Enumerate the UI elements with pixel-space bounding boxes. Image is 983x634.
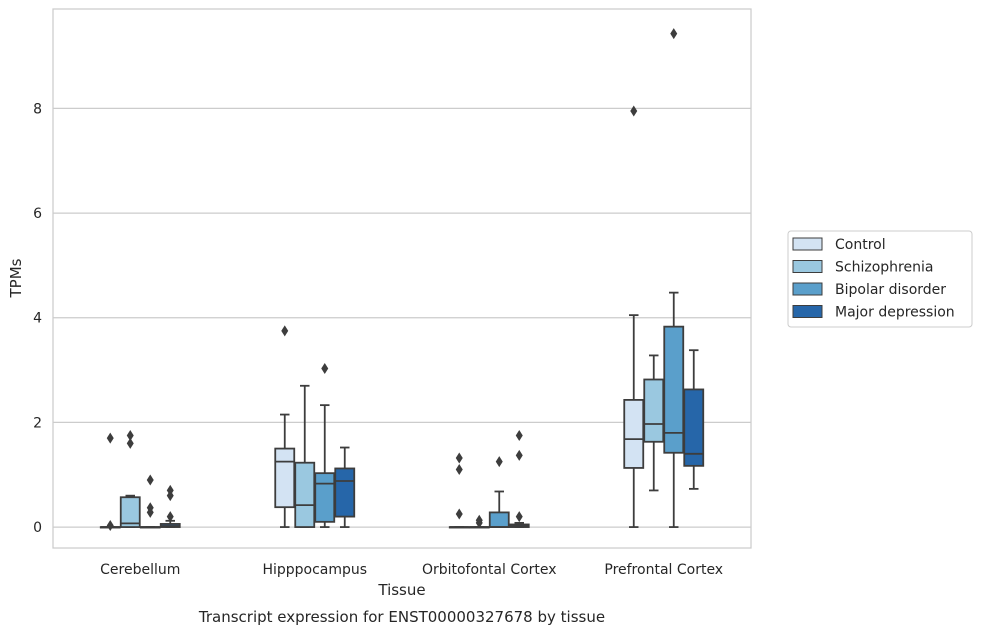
outlier-point <box>475 517 483 529</box>
x-tick-label: Prefrontal Cortex <box>604 562 723 578</box>
outlier-point <box>146 474 154 486</box>
y-tick-label: 4 <box>33 311 42 327</box>
box-group <box>139 474 161 529</box>
plot-frame <box>52 8 752 549</box>
box-group <box>448 452 470 529</box>
y-tick-label: 0 <box>33 520 42 536</box>
box <box>119 496 141 528</box>
legend-swatch <box>792 237 823 251</box>
y-axis-label: TPMs <box>7 258 25 298</box>
grid-lines <box>53 107 751 528</box>
x-axis-label: Tissue <box>377 581 425 599</box>
outlier-point <box>146 506 154 518</box>
y-tick-labels: 0 2 4 6 8 <box>33 101 42 536</box>
box-group <box>663 28 685 528</box>
box <box>683 388 705 467</box>
box <box>488 511 510 528</box>
outlier-point <box>515 511 523 523</box>
box-plot-area <box>99 28 705 531</box>
legend-label: Control <box>835 237 886 253</box>
y-tick-label: 8 <box>33 101 42 117</box>
legend-items: Control Schizophrenia Bipolar disorder Majo… <box>792 237 955 321</box>
box-group <box>334 446 356 528</box>
outlier-point <box>166 490 174 502</box>
outlier-point <box>106 519 114 531</box>
legend-label: Schizophrenia <box>835 260 933 276</box>
outlier-point <box>106 432 114 444</box>
outlier-point <box>495 456 503 468</box>
x-tick-label: Cerebellum <box>100 562 180 578</box>
x-tick-label: Orbitofontal Cortex <box>422 562 557 578</box>
x-tick-label: Hipppocampus <box>262 562 367 578</box>
outlier-point <box>166 511 174 523</box>
box <box>623 399 645 469</box>
chart-title: Transcript expression for ENST0000032767… <box>198 608 605 626</box>
x-tick-labels: Cerebellum Hipppocampus Orbitofontal Corte… <box>100 562 723 578</box>
box <box>314 472 336 523</box>
outlier-point <box>126 429 134 441</box>
box <box>274 447 296 509</box>
box-group <box>623 105 645 528</box>
outlier-point <box>321 363 329 375</box>
legend-swatch <box>792 282 823 296</box>
outlier-point <box>455 452 463 464</box>
legend-swatch <box>792 260 823 273</box>
outlier-point <box>670 28 678 40</box>
outlier-point <box>515 449 523 461</box>
outlier-point <box>455 464 463 476</box>
legend-label: Bipolar disorder <box>835 282 946 298</box>
y-tick-label: 2 <box>33 415 42 431</box>
legend-swatch <box>792 305 823 318</box>
legend: Control Schizophrenia Bipolar disorder Majo… <box>787 230 973 328</box>
box-group <box>274 325 296 528</box>
box-group <box>99 432 121 531</box>
box-group <box>508 429 530 528</box>
box-group <box>159 484 181 528</box>
outlier-point <box>455 508 463 520</box>
y-tick-label: 6 <box>33 206 42 222</box>
box <box>334 467 356 518</box>
outlier-point <box>515 429 523 441</box>
box-group <box>294 384 316 528</box>
box <box>663 325 685 454</box>
legend-frame <box>787 230 973 328</box>
outlier-point <box>281 325 289 337</box>
box-group <box>643 354 665 492</box>
box-group <box>468 514 490 529</box>
box <box>643 378 665 443</box>
box-group <box>488 456 510 528</box>
box <box>294 461 316 528</box>
legend-label: Major depression <box>835 305 955 321</box>
outlier-point <box>126 437 134 449</box>
box-group <box>683 349 705 490</box>
box-group <box>314 363 336 528</box>
box-group <box>119 429 141 528</box>
outlier-point <box>630 105 638 117</box>
